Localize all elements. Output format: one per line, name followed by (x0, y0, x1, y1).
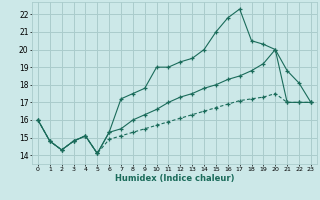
X-axis label: Humidex (Indice chaleur): Humidex (Indice chaleur) (115, 174, 234, 183)
